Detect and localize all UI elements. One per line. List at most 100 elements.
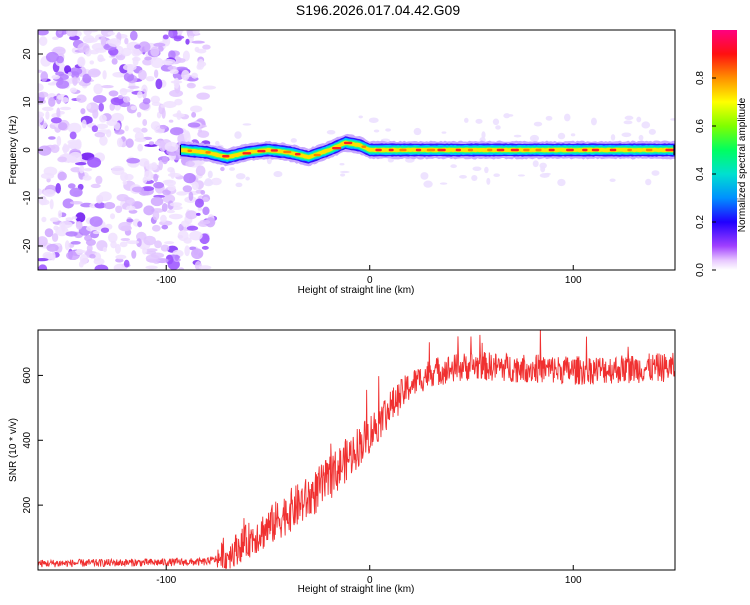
colorbar-tick-label: 0.6 [695,119,706,133]
noise-blob [38,188,43,196]
noise-blob [56,80,70,89]
noise-blob [93,258,105,265]
noise-blob [130,105,137,111]
noise-blob [75,248,84,256]
noise-blob [125,205,136,211]
noise-blob [564,113,571,122]
noise-blob [52,36,59,40]
noise-blob [290,138,297,143]
noise-blob [182,185,193,193]
noise-blob [481,131,486,139]
noise-blob [471,175,478,182]
noise-blob [539,162,547,169]
noise-blob [64,144,70,151]
noise-blob [86,103,92,110]
noise-blob [641,121,651,129]
noise-blob [131,186,145,193]
noise-blob [202,44,211,50]
noise-blob [67,183,76,189]
noise-blob [151,101,162,106]
noise-blob [59,220,73,229]
noise-blob [107,38,122,47]
noise-blob [373,129,380,133]
noise-blob [544,172,551,176]
noise-blob [69,87,77,93]
noise-blob [76,94,87,103]
noise-blob [89,253,96,259]
noise-blob [517,174,525,177]
noise-blob [340,173,346,177]
noise-blob [100,227,110,233]
noise-blob [103,201,116,210]
noise-blob [57,122,68,131]
noise-blob [90,183,101,189]
noise-blob [146,258,161,263]
colorbar: 0.0 0.2 0.4 0.6 0.8 Normalized spectral ampl… [695,30,748,277]
noise-blob [176,191,188,196]
noise-blob [175,66,188,71]
spectrogram-y-label: Frequency (Hz) [8,116,19,185]
noise-blob [167,184,176,192]
noise-blob [67,71,72,76]
noise-blob [96,194,103,204]
noise-blob [64,240,70,251]
noise-blob [450,164,457,169]
noise-blob [124,37,129,45]
noise-blob [57,30,63,35]
noise-blob [94,264,109,270]
noise-blob [610,134,616,141]
noise-blob [110,97,124,106]
noise-blob [97,57,106,62]
snr-y-tick-label: 200 [22,496,33,513]
noise-blob [199,219,211,225]
noise-blob [38,83,44,92]
noise-blob [85,239,97,246]
noise-blob [185,160,195,168]
noise-blob [102,246,107,253]
noise-blob [99,135,108,146]
noise-blob [146,248,158,252]
noise-blob [242,123,252,126]
noise-blob [144,56,152,61]
noise-blob [142,88,147,99]
noise-blob [77,42,90,53]
snr-y-tick-label: 600 [22,367,33,384]
noise-blob [138,41,151,53]
noise-blob [196,212,201,216]
noise-blob [137,221,143,228]
noise-blob [70,240,81,245]
noise-blob [125,240,140,245]
noise-blob [168,30,174,38]
noise-blob [38,30,49,36]
noise-blob [109,102,115,111]
noise-blob [59,106,72,111]
noise-blob [75,162,87,166]
noise-blob [117,95,123,100]
noise-blob [153,69,159,78]
noise-blob [92,230,101,235]
noise-blob [38,145,52,156]
noise-blob [115,243,121,254]
noise-blob [49,199,54,210]
noise-blob [110,240,117,249]
noise-blob [96,123,109,130]
noise-blob [150,46,160,57]
noise-blob [153,173,159,183]
noise-blob [56,94,63,100]
noise-blob [126,157,140,164]
noise-blob [38,114,44,123]
noise-blob [94,132,106,138]
noise-blob [169,127,184,136]
noise-blob [195,165,206,177]
noise-blob [65,217,74,221]
noise-blob [129,30,138,41]
noise-blob [197,207,203,211]
colorbar-gradient [712,30,737,270]
noise-blob [645,178,652,186]
noise-blob [191,40,205,44]
noise-blob [532,160,539,168]
noise-blob [109,213,116,220]
noise-blob [57,171,67,181]
noise-blob [207,170,213,179]
